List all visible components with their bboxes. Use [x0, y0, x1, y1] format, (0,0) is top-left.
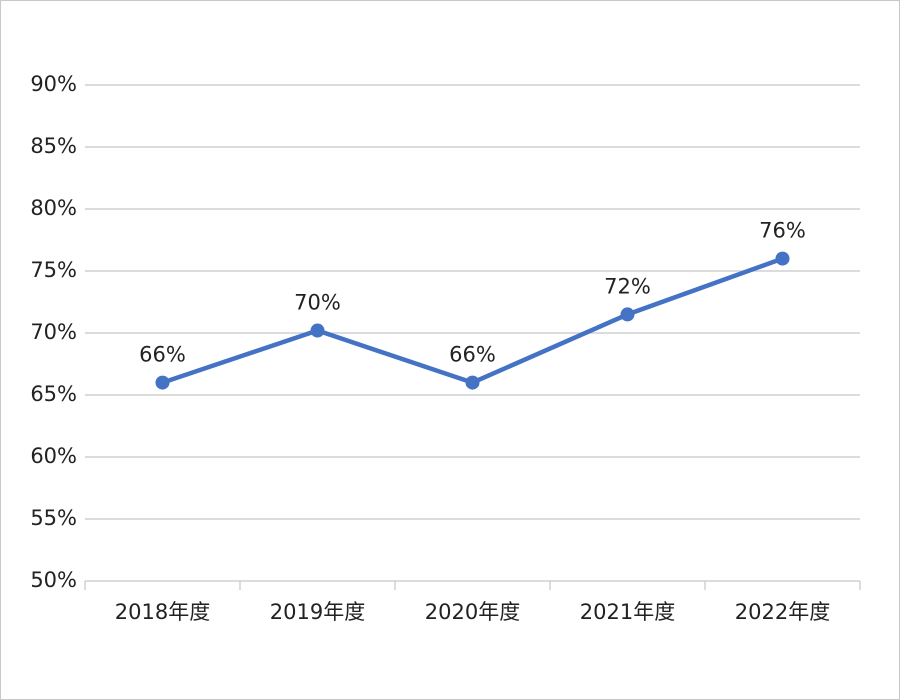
y-tick-label: 70%	[30, 320, 77, 344]
y-tick-label: 50%	[30, 568, 77, 592]
data-label: 76%	[759, 219, 806, 243]
data-label: 66%	[139, 343, 186, 367]
y-tick-label: 85%	[30, 134, 77, 158]
y-tick-label: 60%	[30, 444, 77, 468]
y-tick-label: 55%	[30, 506, 77, 530]
x-tick-label: 2019年度	[270, 600, 365, 624]
x-tick-label: 2022年度	[735, 600, 830, 624]
point	[465, 375, 480, 390]
data-label: 72%	[604, 274, 651, 298]
x-tick-label: 2020年度	[425, 600, 520, 624]
data-label: 70%	[294, 291, 341, 315]
point	[775, 251, 790, 266]
point	[620, 307, 635, 322]
y-tick-label: 65%	[30, 382, 77, 406]
y-tick-label: 75%	[30, 258, 77, 282]
point	[155, 375, 170, 390]
x-tick-label: 2021年度	[580, 600, 675, 624]
point	[310, 323, 325, 338]
y-tick-label: 90%	[30, 72, 77, 96]
data-label: 66%	[449, 343, 496, 367]
y-tick-label: 80%	[30, 196, 77, 220]
x-tick-label: 2018年度	[115, 600, 210, 624]
